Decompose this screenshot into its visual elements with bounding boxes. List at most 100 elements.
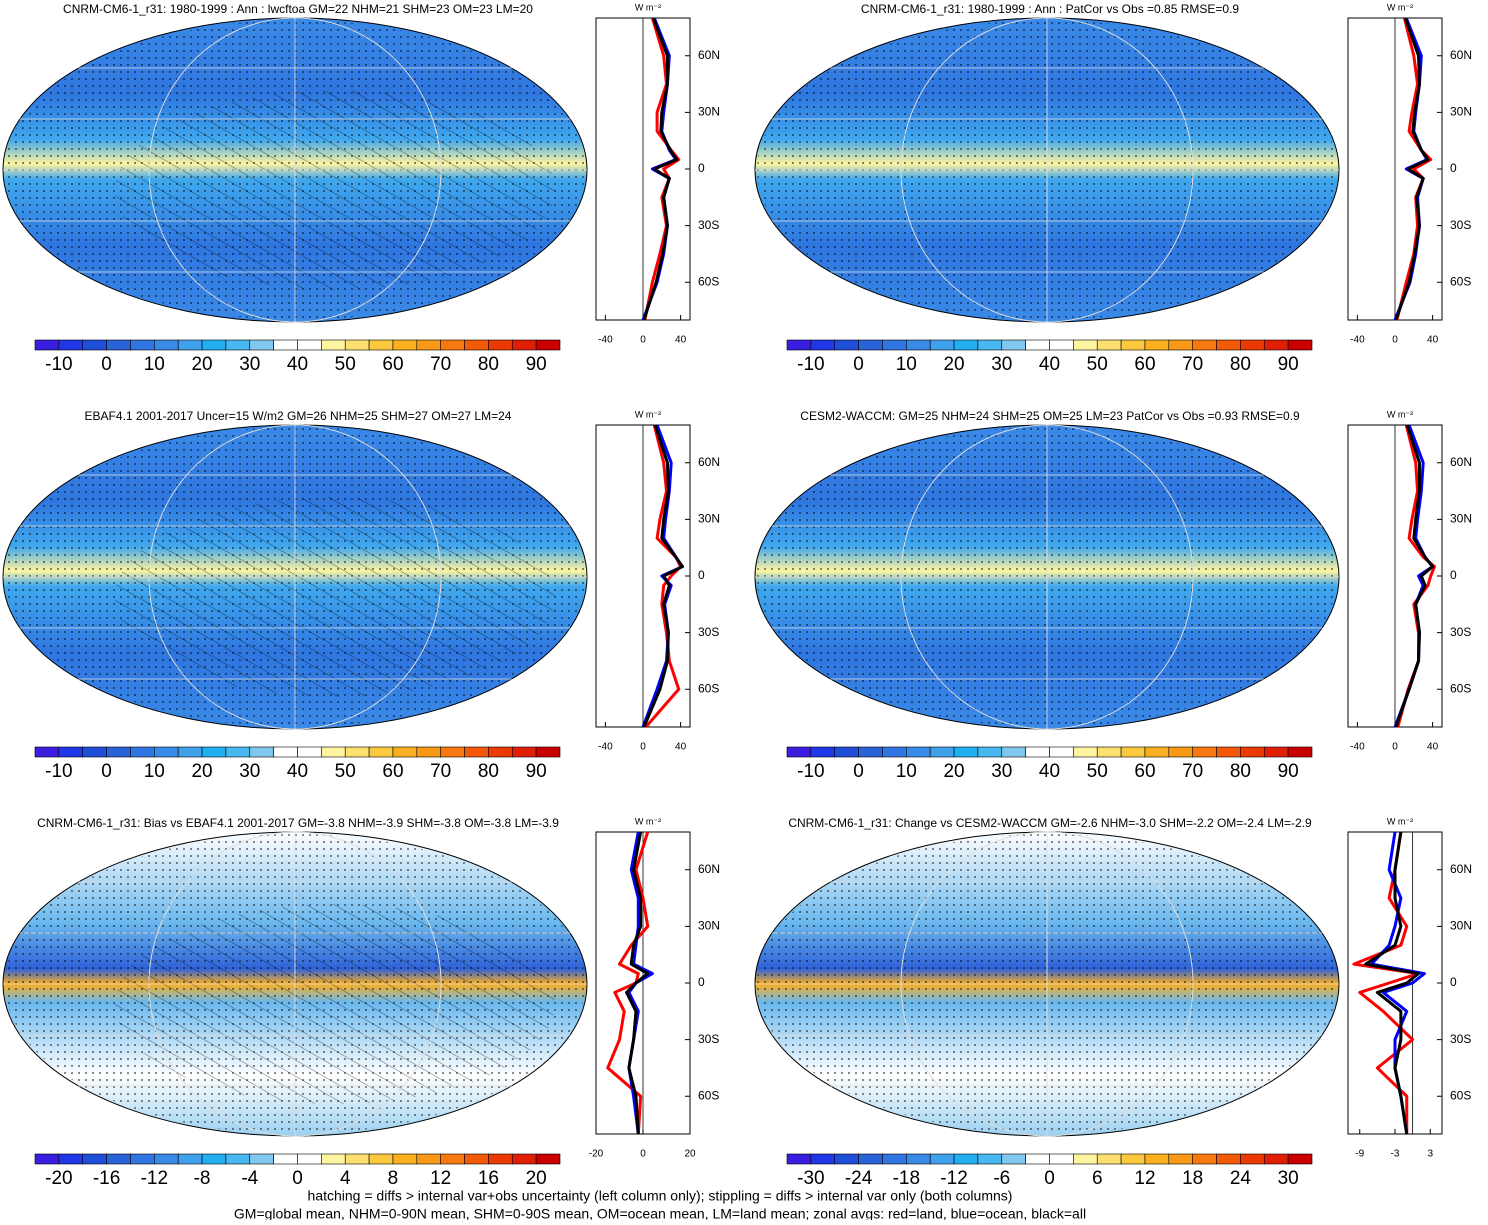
colorbar-label: 20 bbox=[191, 354, 212, 375]
colorbar-box bbox=[298, 747, 322, 757]
colorbar-label: 60 bbox=[1134, 761, 1155, 782]
colorbar-box bbox=[1002, 340, 1026, 350]
colorbar-box bbox=[321, 1154, 345, 1164]
y-tick-label: 60S bbox=[698, 681, 719, 695]
y-tick-label: 0 bbox=[1450, 568, 1457, 582]
colorbar-box bbox=[488, 1154, 512, 1164]
colorbar-label: 10 bbox=[144, 761, 165, 782]
colorbar-box bbox=[107, 340, 131, 350]
colorbar-label: -18 bbox=[893, 1168, 920, 1189]
colorbar-box bbox=[835, 340, 859, 350]
colorbar-label: -24 bbox=[845, 1168, 873, 1189]
y-tick-label: 60N bbox=[1450, 48, 1472, 62]
colorbar-label: 50 bbox=[1087, 354, 1108, 375]
colorbar-label: 90 bbox=[1278, 761, 1299, 782]
x-tick-label: 20 bbox=[684, 1149, 696, 1160]
colorbar-box bbox=[465, 1154, 489, 1164]
colorbar-box bbox=[488, 340, 512, 350]
colorbar-box bbox=[202, 340, 226, 350]
colorbar-label: 4 bbox=[340, 1168, 351, 1189]
colorbar-label: 0 bbox=[1044, 1168, 1055, 1189]
colorbar-label: -4 bbox=[241, 1168, 258, 1189]
colorbar-box bbox=[369, 747, 393, 757]
colorbar-label: 6 bbox=[1092, 1168, 1103, 1189]
colorbar-box bbox=[226, 1154, 250, 1164]
colorbar-label: 12 bbox=[430, 1168, 451, 1189]
colorbar-label: 40 bbox=[287, 761, 308, 782]
y-tick-label: 60N bbox=[698, 862, 720, 876]
colorbar-box bbox=[130, 1154, 154, 1164]
y-tick-label: 60N bbox=[698, 48, 720, 62]
colorbar-label: -16 bbox=[93, 1168, 120, 1189]
colorbar-box bbox=[1240, 1154, 1264, 1164]
unit-label: W m⁻² bbox=[635, 409, 661, 419]
colorbar-box bbox=[1288, 1154, 1312, 1164]
colorbar-box bbox=[345, 747, 369, 757]
colorbar-box bbox=[1145, 340, 1169, 350]
y-tick-label: 0 bbox=[698, 161, 705, 175]
colorbar-label: 70 bbox=[1182, 761, 1203, 782]
colorbar-box bbox=[1193, 340, 1217, 350]
colorbar-label: -10 bbox=[797, 354, 824, 375]
colorbar-label: -12 bbox=[940, 1168, 967, 1189]
colorbar-box bbox=[882, 1154, 906, 1164]
zonal-line bbox=[1397, 18, 1431, 320]
y-tick-label: 30N bbox=[698, 919, 720, 933]
y-tick-label: 60S bbox=[698, 274, 719, 288]
colorbar-box bbox=[1002, 1154, 1026, 1164]
colorbar-box bbox=[250, 747, 274, 757]
colorbar-label: 0 bbox=[101, 354, 112, 375]
y-tick-label: 0 bbox=[1450, 975, 1457, 989]
colorbar-box bbox=[83, 340, 107, 350]
colorbar-box bbox=[202, 747, 226, 757]
colorbar-box bbox=[369, 1154, 393, 1164]
y-tick-label: 30S bbox=[1450, 625, 1471, 639]
colorbar-box bbox=[787, 1154, 811, 1164]
colorbar-box bbox=[859, 1154, 883, 1164]
colorbar-box bbox=[930, 747, 954, 757]
colorbar-box bbox=[1217, 1154, 1241, 1164]
y-tick-label: 30S bbox=[698, 218, 719, 232]
colorbar-box bbox=[1121, 747, 1145, 757]
colorbar-box bbox=[954, 340, 978, 350]
colorbar-box bbox=[35, 747, 59, 757]
colorbar-box bbox=[1073, 747, 1097, 757]
x-tick-label: -40 bbox=[1350, 742, 1365, 753]
colorbar-box bbox=[321, 747, 345, 757]
colorbar-box bbox=[321, 340, 345, 350]
colorbar-box bbox=[83, 1154, 107, 1164]
colorbar-label: 70 bbox=[430, 354, 451, 375]
y-tick-label: 30S bbox=[1450, 218, 1471, 232]
map-title: CNRM-CM6-1_r31: 1980-1999 : Ann : PatCor… bbox=[861, 2, 1240, 16]
colorbar-box bbox=[1097, 340, 1121, 350]
panel: CESM2-WACCM: GM=25 NHM=24 SHM=25 OM=25 L… bbox=[755, 409, 1472, 782]
colorbar-box bbox=[906, 1154, 930, 1164]
colorbar-box bbox=[369, 340, 393, 350]
colorbar-box bbox=[107, 1154, 131, 1164]
y-tick-label: 30N bbox=[1450, 105, 1472, 119]
colorbar-label: 0 bbox=[853, 354, 864, 375]
y-tick-label: 60N bbox=[698, 455, 720, 469]
colorbar-box bbox=[274, 747, 298, 757]
colorbar-box bbox=[1121, 340, 1145, 350]
zonal-line bbox=[608, 832, 648, 1134]
x-tick-label: 40 bbox=[1427, 742, 1439, 753]
colorbar-label: -6 bbox=[993, 1168, 1010, 1189]
y-tick-label: 60S bbox=[1450, 1088, 1471, 1102]
colorbar-label: 80 bbox=[478, 761, 499, 782]
zonal-line bbox=[1396, 425, 1433, 727]
panel: CNRM-CM6-1_r31: 1980-1999 : Ann : PatCor… bbox=[755, 2, 1472, 375]
colorbar-label: -30 bbox=[797, 1168, 824, 1189]
colorbar-label: 90 bbox=[1278, 354, 1299, 375]
colorbar-box bbox=[202, 1154, 226, 1164]
colorbar-box bbox=[1169, 340, 1193, 350]
colorbar-box bbox=[954, 747, 978, 757]
colorbar-label: 90 bbox=[526, 354, 547, 375]
x-tick-label: 0 bbox=[640, 742, 646, 753]
unit-label: W m⁻² bbox=[1387, 2, 1413, 12]
colorbar-box bbox=[1264, 340, 1288, 350]
colorbar-box bbox=[512, 340, 536, 350]
y-tick-label: 30N bbox=[698, 512, 720, 526]
colorbar-box bbox=[787, 747, 811, 757]
